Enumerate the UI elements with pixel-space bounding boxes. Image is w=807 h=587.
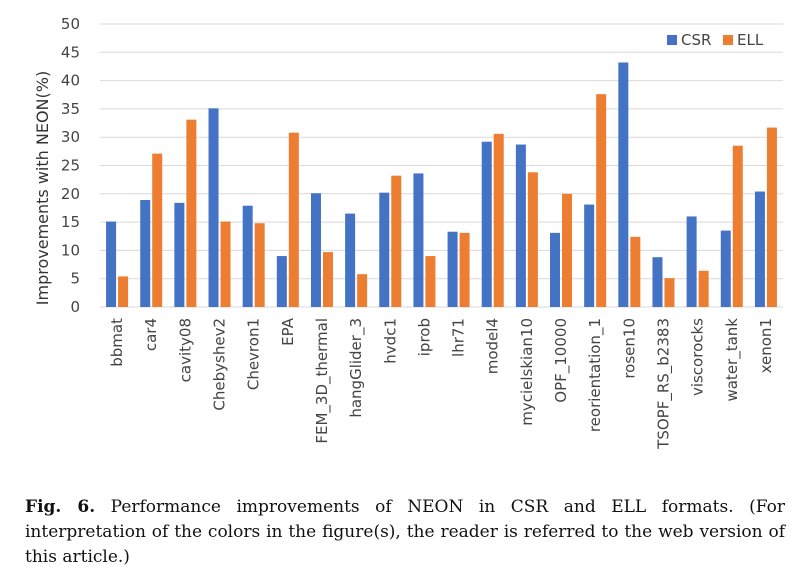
bar-ell [698, 270, 709, 307]
x-tick-label: EPA [279, 317, 297, 346]
x-tick-label: Chevron1 [245, 318, 263, 390]
x-tick-label: water_tank [723, 318, 742, 402]
y-tick-label: 50 [61, 15, 80, 33]
bar-csr [174, 202, 185, 307]
y-tick-label: 30 [61, 128, 80, 146]
legend-swatch-csr [667, 35, 677, 45]
x-tick-label: iprob [415, 318, 433, 356]
bar-ell [357, 274, 368, 307]
bar-csr [310, 193, 321, 307]
x-tick-labels: bbmat car4 cavity08 Chebyshev2 Chevron1 EPA FE… [108, 317, 775, 450]
y-axis-label: Improvements with NEON(%) [33, 71, 52, 305]
y-tick-label: 35 [61, 100, 80, 118]
legend-label-ell: ELL [737, 31, 764, 49]
y-tick-label: 45 [61, 43, 80, 61]
bar-csr [481, 141, 492, 307]
bar-ell [220, 221, 231, 307]
bar-ell [664, 278, 675, 307]
legend-swatch-ell [723, 35, 733, 45]
bar-ell [766, 127, 777, 307]
bar-ell [186, 119, 197, 308]
bar-ell [596, 94, 607, 308]
bar-ell [152, 153, 163, 307]
x-tick-label: rosen10 [620, 318, 638, 379]
bar-csr [720, 230, 731, 307]
x-tick-label: mycielskian10 [518, 318, 536, 426]
bar-chart: 0 5 10 15 20 25 30 35 40 45 50 bbmat car4 cavity08 Ch… [33, 15, 783, 450]
caption-text: Performance improvements of NEON in CSR … [25, 497, 785, 567]
legend: CSR ELL [667, 31, 764, 49]
bar-ell [527, 172, 538, 307]
bar-ell [118, 276, 129, 307]
x-tick-label: model4 [484, 318, 502, 374]
bar-ell [425, 256, 436, 307]
bar-ell [630, 236, 641, 307]
bar-csr [413, 173, 424, 307]
bar-ell [459, 232, 470, 307]
y-tick-label: 5 [70, 270, 80, 288]
bar-csr [515, 144, 526, 307]
x-tick-label: lhr71 [450, 318, 468, 357]
x-tick-label: viscorocks [689, 318, 707, 396]
y-tick-label: 25 [61, 157, 80, 175]
x-tick-label: TSOPF_RS_b2383 [654, 318, 673, 450]
x-tick-label: cavity08 [176, 318, 194, 382]
x-tick-label: FEM_3D_thermal [313, 318, 332, 444]
gridlines [100, 23, 783, 308]
bar-csr [106, 221, 117, 307]
bar-ell [254, 223, 265, 307]
bar-csr [652, 257, 663, 307]
bar-csr [686, 216, 697, 307]
bar-ell [391, 175, 402, 307]
x-tick-label: hvdc1 [381, 318, 399, 364]
bar-ell [288, 132, 299, 307]
bars [106, 62, 777, 308]
y-tick-label: 15 [61, 213, 80, 231]
bar-csr [242, 205, 253, 307]
legend-label-csr: CSR [681, 31, 711, 49]
x-tick-label: OPF_10000 [552, 318, 571, 403]
x-tick-label: Chebyshev2 [211, 318, 229, 411]
x-tick-label: bbmat [108, 318, 126, 367]
y-tick-label: 10 [61, 241, 80, 259]
bar-ell [732, 145, 743, 307]
figure-caption: Fig. 6. Performance improvements of NEON… [25, 495, 785, 570]
bar-ell [322, 252, 333, 307]
y-tick-labels: 0 5 10 15 20 25 30 35 40 45 50 [61, 15, 80, 316]
bar-csr [276, 256, 287, 307]
bar-csr [550, 232, 561, 307]
x-tick-label: hangGlider_3 [347, 318, 366, 418]
bar-csr [754, 191, 765, 307]
x-tick-label: car4 [142, 318, 160, 351]
bar-csr [618, 62, 629, 307]
bar-csr [584, 204, 595, 307]
y-tick-label: 0 [70, 298, 80, 316]
y-tick-label: 40 [61, 72, 80, 90]
bar-ell [562, 193, 573, 307]
bar-csr [208, 108, 219, 307]
bar-csr [140, 200, 151, 307]
bar-csr [447, 231, 458, 307]
y-tick-label: 20 [61, 185, 80, 203]
x-tick-label: reorientation_1 [586, 318, 605, 432]
bar-ell [493, 133, 504, 307]
x-tick-label: xenon1 [757, 318, 775, 373]
bar-csr [345, 213, 356, 307]
caption-label: Fig. 6. [25, 497, 96, 517]
bar-csr [379, 192, 390, 307]
